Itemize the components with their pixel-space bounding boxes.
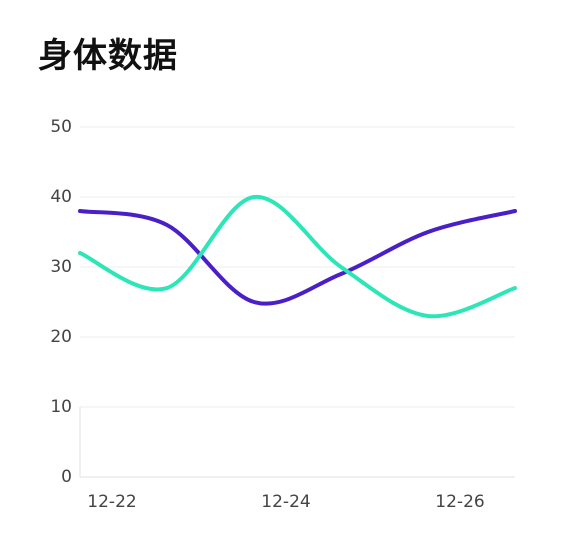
x-tick-label: 12-26	[435, 492, 484, 512]
x-tick-label: 12-22	[87, 492, 136, 512]
series-lines	[78, 194, 517, 319]
x-tick-label: 12-24	[261, 492, 310, 512]
series-line-2	[78, 194, 517, 319]
series-line-1	[78, 209, 517, 306]
chart-title: 身体数据	[38, 36, 178, 76]
y-tick-label: 10	[50, 397, 72, 417]
y-tick-label: 0	[61, 467, 72, 487]
y-tick-labels: 0 10 20 30 40 50	[50, 117, 72, 487]
grid-lines	[80, 126, 515, 408]
x-tick-labels: 12-22 12-24 12-26	[87, 492, 484, 512]
y-tick-label: 50	[50, 117, 72, 137]
y-tick-label: 20	[50, 327, 72, 347]
y-tick-label: 30	[50, 257, 72, 277]
axes	[79, 407, 515, 478]
y-tick-label: 40	[50, 187, 72, 207]
